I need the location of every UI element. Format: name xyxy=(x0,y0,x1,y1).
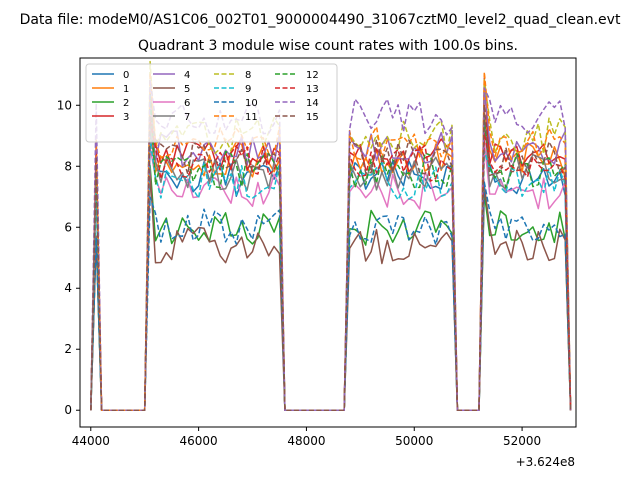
legend-label-3: 3 xyxy=(123,112,129,123)
legend-label-7: 7 xyxy=(184,112,190,123)
y-axis: 0 2 4 6 8 10 xyxy=(57,98,80,417)
legend-box xyxy=(85,63,338,143)
y-tick-label: 4 xyxy=(64,281,72,295)
x-tick-label: 46000 xyxy=(180,434,218,448)
x-tick-label: 48000 xyxy=(287,434,325,448)
y-tick-label: 0 xyxy=(64,403,72,417)
legend-label-9: 9 xyxy=(245,84,251,95)
axes-frame xyxy=(79,57,577,428)
chart-title: Quadrant 3 module wise count rates with … xyxy=(138,38,518,54)
x-tick-label: 52000 xyxy=(503,434,541,448)
y-tick-label: 2 xyxy=(64,342,72,356)
legend-label-4: 4 xyxy=(184,70,190,81)
series-line-15 xyxy=(90,104,572,411)
legend-label-12: 12 xyxy=(306,70,319,81)
figure-suptitle: Data file: modeM0/AS1C06_002T01_90000044… xyxy=(20,12,621,28)
x-tick-label: 44000 xyxy=(72,434,110,448)
legend-label-1: 1 xyxy=(123,84,129,95)
series-line-13 xyxy=(90,120,572,411)
legend-label-13: 13 xyxy=(306,84,319,95)
legend-label-10: 10 xyxy=(245,98,258,109)
legend-label-2: 2 xyxy=(123,98,129,109)
y-tick-label: 10 xyxy=(57,98,72,112)
series-layer xyxy=(90,60,572,411)
x-offset-label: +3.624e8 xyxy=(516,455,575,469)
legend-label-11: 11 xyxy=(245,112,258,123)
legend-label-15: 15 xyxy=(306,112,319,123)
legend-label-5: 5 xyxy=(184,84,190,95)
series-line-8 xyxy=(90,60,572,411)
legend-label-0: 0 xyxy=(123,70,129,81)
x-axis: 44000 46000 48000 50000 52000 xyxy=(72,427,541,448)
legend-label-8: 8 xyxy=(245,70,251,81)
legend-label-14: 14 xyxy=(306,98,319,109)
x-tick-label: 50000 xyxy=(395,434,433,448)
legend-label-6: 6 xyxy=(184,98,190,109)
series-line-12 xyxy=(90,92,572,411)
y-tick-label: 8 xyxy=(64,159,72,173)
y-tick-label: 6 xyxy=(64,220,72,234)
